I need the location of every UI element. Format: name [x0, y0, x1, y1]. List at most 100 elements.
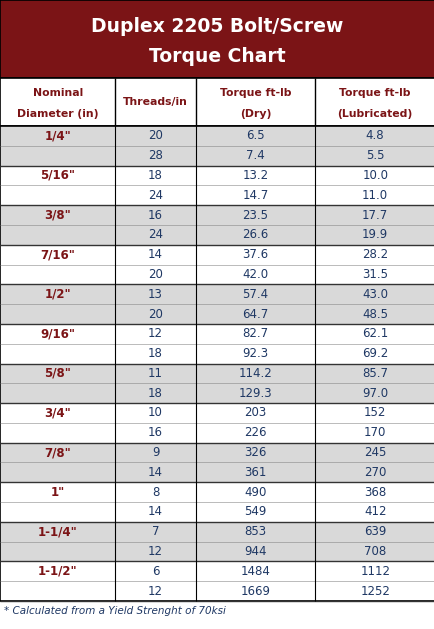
Text: 20: 20 — [148, 268, 163, 281]
Bar — [0, 78, 434, 126]
Bar — [0, 245, 434, 265]
Text: 1-1/2": 1-1/2" — [38, 565, 77, 578]
Bar — [0, 364, 434, 383]
Text: 64.7: 64.7 — [242, 308, 268, 321]
Text: 639: 639 — [363, 525, 385, 538]
Bar — [0, 225, 434, 245]
Text: 26.6: 26.6 — [242, 228, 268, 242]
Text: 170: 170 — [363, 426, 385, 439]
Text: 853: 853 — [244, 525, 266, 538]
Text: 10: 10 — [148, 406, 163, 420]
Bar — [0, 265, 434, 284]
Text: 16: 16 — [148, 426, 163, 439]
Text: 7.4: 7.4 — [246, 149, 264, 162]
Text: 5/16": 5/16" — [40, 169, 75, 182]
Text: 24: 24 — [148, 228, 163, 242]
Text: 31.5: 31.5 — [362, 268, 387, 281]
Bar — [0, 502, 434, 522]
Bar — [0, 443, 434, 462]
Text: 5.5: 5.5 — [365, 149, 384, 162]
Bar — [0, 343, 434, 364]
Text: 6: 6 — [151, 565, 159, 578]
Bar — [0, 581, 434, 601]
Bar — [0, 423, 434, 443]
Text: 361: 361 — [244, 466, 266, 479]
Bar — [0, 324, 434, 343]
Text: 18: 18 — [148, 169, 163, 182]
Text: 226: 226 — [244, 426, 266, 439]
Text: 10.0: 10.0 — [362, 169, 387, 182]
Bar — [0, 403, 434, 423]
Text: 19.9: 19.9 — [361, 228, 388, 242]
Text: 85.7: 85.7 — [362, 367, 387, 380]
Text: 16: 16 — [148, 209, 163, 221]
Text: Nominal: Nominal — [33, 88, 82, 98]
Text: 37.6: 37.6 — [242, 248, 268, 261]
Bar — [0, 126, 434, 601]
Bar — [0, 383, 434, 403]
Text: 18: 18 — [148, 347, 163, 360]
Text: 82.7: 82.7 — [242, 327, 268, 340]
Bar — [0, 482, 434, 502]
Text: 944: 944 — [244, 545, 266, 558]
Text: 708: 708 — [363, 545, 385, 558]
Text: 62.1: 62.1 — [361, 327, 388, 340]
Text: 13.2: 13.2 — [242, 169, 268, 182]
Text: 28.2: 28.2 — [361, 248, 388, 261]
Bar — [0, 562, 434, 581]
Text: 549: 549 — [244, 506, 266, 518]
Text: 28: 28 — [148, 149, 163, 162]
Text: 7/8": 7/8" — [44, 446, 71, 459]
Text: 114.2: 114.2 — [238, 367, 272, 380]
Text: Threads/in: Threads/in — [123, 97, 187, 107]
Bar — [0, 284, 434, 304]
Bar — [0, 542, 434, 562]
Text: (Lubricated): (Lubricated) — [337, 109, 412, 118]
Text: 1484: 1484 — [240, 565, 270, 578]
Bar — [0, 0, 434, 78]
Text: 326: 326 — [244, 446, 266, 459]
Text: 5/8": 5/8" — [44, 367, 71, 380]
Text: 6.5: 6.5 — [246, 130, 264, 142]
Text: 270: 270 — [363, 466, 385, 479]
Text: 12: 12 — [148, 584, 163, 598]
Bar — [0, 186, 434, 205]
Text: 14.7: 14.7 — [242, 189, 268, 202]
Text: 7/16": 7/16" — [40, 248, 75, 261]
Text: 57.4: 57.4 — [242, 287, 268, 301]
Text: * Calculated from a Yield Strenght of 70ksi: * Calculated from a Yield Strenght of 70… — [4, 606, 226, 616]
Text: 1": 1" — [50, 486, 65, 499]
Text: 9: 9 — [151, 446, 159, 459]
Text: 129.3: 129.3 — [238, 387, 272, 399]
Text: 3/8": 3/8" — [44, 209, 71, 221]
Text: 245: 245 — [363, 446, 385, 459]
Text: Torque ft-lb: Torque ft-lb — [339, 88, 410, 98]
Bar — [0, 462, 434, 482]
Text: 4.8: 4.8 — [365, 130, 384, 142]
Text: 69.2: 69.2 — [361, 347, 388, 360]
Text: 12: 12 — [148, 545, 163, 558]
Text: 490: 490 — [244, 486, 266, 499]
Text: 152: 152 — [363, 406, 385, 420]
Text: 1252: 1252 — [359, 584, 389, 598]
Text: Duplex 2205 Bolt/Screw: Duplex 2205 Bolt/Screw — [91, 17, 343, 36]
Text: 7: 7 — [151, 525, 159, 538]
Bar — [0, 165, 434, 186]
Text: 1/4": 1/4" — [44, 130, 71, 142]
Bar — [0, 126, 434, 146]
Text: Diameter (in): Diameter (in) — [17, 109, 98, 118]
Text: 43.0: 43.0 — [362, 287, 387, 301]
Text: 8: 8 — [151, 486, 159, 499]
Text: Torque ft-lb: Torque ft-lb — [219, 88, 291, 98]
Text: 368: 368 — [363, 486, 385, 499]
Text: 412: 412 — [363, 506, 385, 518]
Bar — [0, 304, 434, 324]
Text: 1112: 1112 — [359, 565, 389, 578]
Text: 14: 14 — [148, 466, 163, 479]
Text: 42.0: 42.0 — [242, 268, 268, 281]
Text: 11: 11 — [148, 367, 163, 380]
Bar — [0, 146, 434, 165]
Text: 18: 18 — [148, 387, 163, 399]
Text: 1/2": 1/2" — [44, 287, 71, 301]
Text: 203: 203 — [244, 406, 266, 420]
